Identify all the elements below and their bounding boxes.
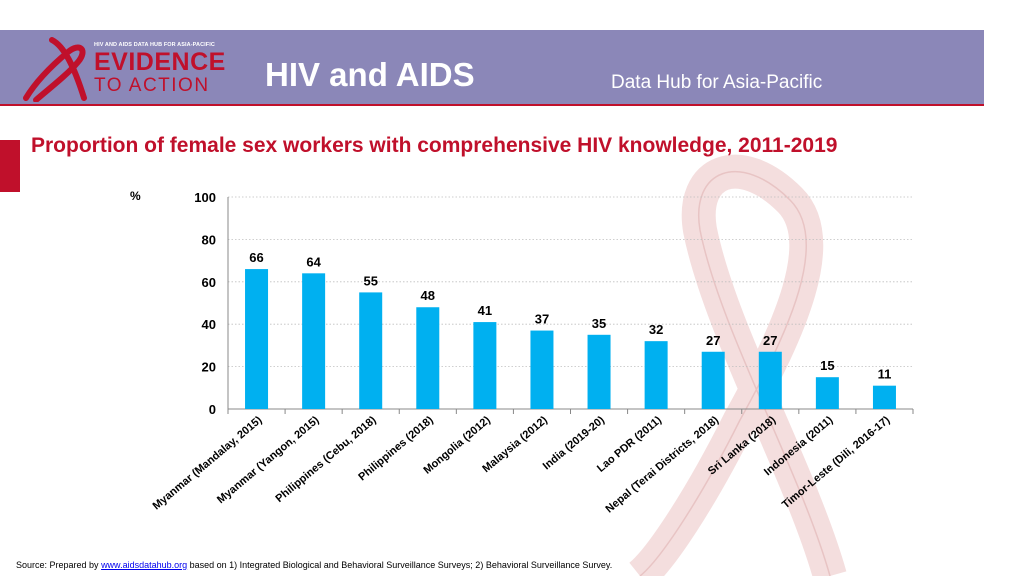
title-accent-bar bbox=[0, 140, 20, 192]
bar bbox=[302, 273, 326, 409]
bar bbox=[473, 322, 497, 409]
y-tick-label: 100 bbox=[194, 190, 216, 205]
y-tick-label: 80 bbox=[202, 232, 216, 247]
chart-title: Proportion of female sex workers with co… bbox=[31, 134, 838, 157]
data-label: 64 bbox=[306, 254, 321, 269]
header-bar: HIV AND AIDS DATA HUB FOR ASIA-PACIFIC E… bbox=[0, 30, 984, 106]
bar bbox=[359, 292, 383, 409]
bar bbox=[587, 334, 611, 409]
y-tick-label: 60 bbox=[202, 275, 216, 290]
y-tick-label: 0 bbox=[209, 402, 216, 417]
evidence-to-action-logo: HIV AND AIDS DATA HUB FOR ASIA-PACIFIC E… bbox=[14, 36, 244, 102]
logo-to-action-text: TO ACTION bbox=[94, 75, 210, 96]
x-category-label: Timor-Leste (Dili, 2016-17) bbox=[780, 414, 893, 511]
x-category-label: Myanmar (Yangon, 2015) bbox=[215, 414, 322, 506]
bar bbox=[245, 269, 269, 409]
bar bbox=[701, 351, 725, 409]
data-label: 27 bbox=[763, 333, 777, 348]
data-label: 41 bbox=[478, 303, 492, 318]
data-label: 35 bbox=[592, 316, 606, 331]
bar bbox=[416, 307, 440, 409]
data-label: 11 bbox=[878, 367, 892, 382]
header-subtitle: Data Hub for Asia-Pacific bbox=[611, 72, 823, 93]
x-category-label: Myanmar (Mandalay, 2015) bbox=[151, 414, 265, 512]
y-axis-unit-label: % bbox=[130, 189, 141, 203]
data-label: 15 bbox=[820, 358, 834, 373]
logo-evidence-text: EVIDENCE bbox=[94, 48, 226, 76]
bar bbox=[644, 341, 668, 409]
data-label: 55 bbox=[363, 273, 377, 288]
data-label: 37 bbox=[535, 312, 549, 327]
x-category-label: Nepal (Terai Districts, 2018) bbox=[604, 414, 722, 516]
logo-tagline: HIV AND AIDS DATA HUB FOR ASIA-PACIFIC bbox=[94, 42, 215, 48]
header-title: HIV and AIDS bbox=[265, 56, 475, 93]
y-tick-label: 20 bbox=[202, 360, 216, 375]
x-category-label: Philippines (Cebu, 2018) bbox=[274, 414, 379, 505]
bar bbox=[872, 385, 896, 409]
bar bbox=[815, 377, 839, 409]
y-tick-label: 40 bbox=[202, 317, 216, 332]
data-label: 66 bbox=[249, 250, 263, 265]
source-suffix: based on 1) Integrated Biological and Be… bbox=[189, 560, 613, 570]
bar-chart: 0 20 40 60 80 100 66 Myanmar (Mandalay, 2015) 64… bbox=[151, 190, 914, 516]
data-label: 27 bbox=[706, 333, 720, 348]
bar bbox=[530, 330, 554, 409]
data-label: 48 bbox=[421, 288, 435, 303]
source-note: Source: Prepared by www.aidsdatahub.org … bbox=[16, 560, 612, 570]
source-prefix: Source: Prepared by bbox=[16, 560, 99, 570]
bar bbox=[758, 351, 782, 409]
data-label: 32 bbox=[649, 322, 663, 337]
source-link[interactable]: www.aidsdatahub.org bbox=[101, 560, 188, 570]
red-ribbon-icon bbox=[23, 37, 87, 102]
